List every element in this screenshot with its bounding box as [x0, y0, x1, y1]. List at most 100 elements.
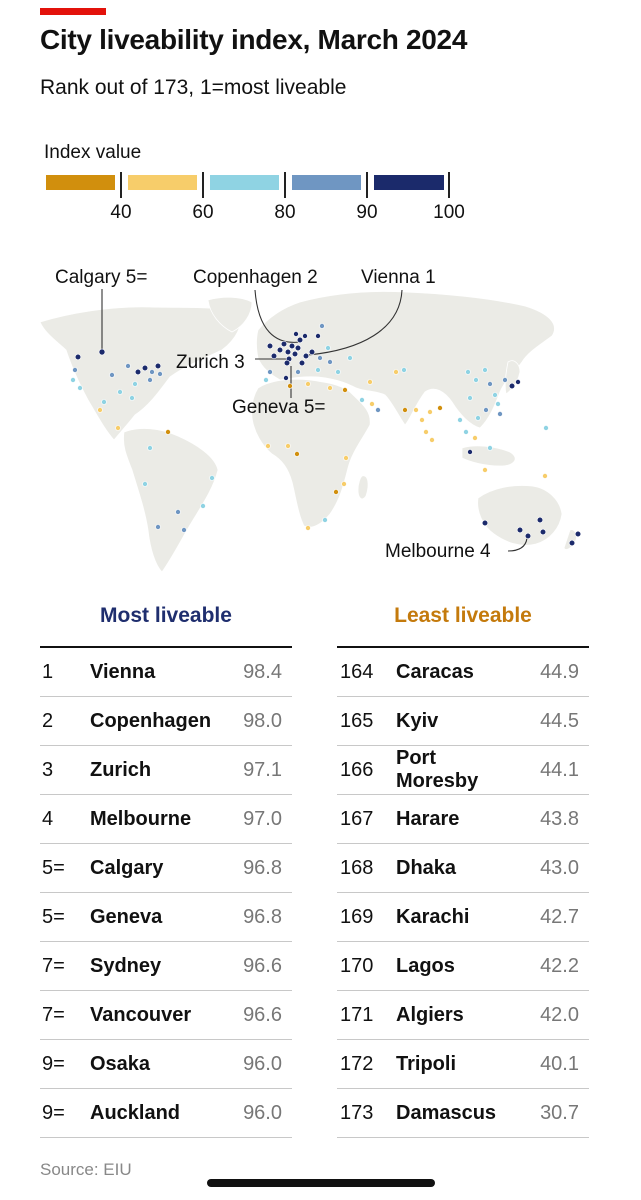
city-dot — [284, 348, 292, 356]
city-dot — [423, 429, 429, 435]
legend-tick-100 — [448, 172, 450, 198]
city-dot — [142, 481, 148, 487]
rank-cell: 9= — [42, 1052, 65, 1075]
city-dot-vienna — [302, 352, 310, 360]
city-dot — [429, 437, 435, 443]
city-cell: Karachi — [396, 905, 470, 928]
value-cell: 97.0 — [243, 807, 282, 830]
city-dot — [413, 407, 419, 413]
rank-cell: 3 — [42, 758, 54, 781]
city-dot — [263, 377, 269, 383]
table-row: 165 Kyiv 44.5 — [337, 697, 589, 746]
city-cell: Kyiv — [396, 709, 439, 732]
city-dot — [283, 375, 289, 381]
rank-cell: 170 — [340, 954, 374, 977]
city-dot — [472, 435, 478, 441]
city-dot — [315, 333, 321, 339]
table-row: 1 Vienna 98.4 — [40, 648, 292, 697]
city-dot — [343, 455, 349, 461]
city-cell: Calgary — [90, 856, 164, 879]
rank-cell: 169 — [340, 905, 374, 928]
legend-swatch-3 — [210, 175, 279, 190]
city-dot — [129, 395, 135, 401]
world-map: Calgary 5= Copenhagen 2 Vienna 1 Zurich … — [39, 267, 582, 573]
city-dot — [467, 395, 473, 401]
rank-cell: 1 — [42, 660, 54, 683]
table-row: 166 Port Moresby 44.1 — [337, 746, 589, 795]
city-dot — [515, 379, 521, 385]
city-dot — [369, 401, 375, 407]
land-eurasia — [256, 291, 555, 429]
city-dot — [568, 539, 576, 547]
value-cell: 97.1 — [243, 758, 282, 781]
rank-cell: 5= — [42, 856, 65, 879]
table-row: 169 Karachi 42.7 — [337, 893, 589, 942]
rank-cell: 167 — [340, 807, 374, 830]
city-dot — [359, 397, 365, 403]
chart-subtitle: Rank out of 173, 1=most liveable — [40, 76, 347, 99]
city-dot — [457, 417, 463, 423]
city-cell: Dhaka — [396, 856, 457, 879]
city-dot — [134, 368, 142, 376]
city-dot — [539, 528, 547, 536]
legend-tick-label-40: 40 — [110, 202, 132, 223]
legend-swatch-4 — [292, 175, 361, 190]
city-dot — [302, 333, 308, 339]
city-dot — [427, 409, 433, 415]
city-dot — [298, 359, 306, 367]
city-dot-geneva — [283, 359, 291, 367]
city-dot — [267, 369, 273, 375]
city-cell: Damascus — [396, 1101, 497, 1124]
legend-tick-label-60: 60 — [192, 202, 214, 223]
legend-tick-label-80: 80 — [274, 202, 296, 223]
city-dot — [294, 451, 300, 457]
city-dot — [101, 399, 107, 405]
rank-cell: 164 — [340, 660, 374, 683]
city-cell: Vancouver — [90, 1003, 192, 1026]
city-cell: Zurich — [90, 758, 152, 781]
city-cell: Copenhagen — [90, 709, 212, 732]
accent-bar — [40, 8, 106, 15]
most-liveable-table: Most liveable 1 Vienna 98.4 2 Copenhagen 98.0… — [40, 600, 292, 1138]
city-dot — [280, 340, 288, 348]
table-rule — [337, 646, 589, 648]
city-dot — [70, 377, 76, 383]
city-dot — [154, 362, 162, 370]
city-dot — [473, 377, 479, 383]
home-indicator[interactable] — [207, 1179, 435, 1187]
land-sea-islands — [461, 445, 516, 467]
city-dot — [293, 331, 299, 337]
table-row: 3 Zurich 97.1 — [40, 746, 292, 795]
legend-title: Index value — [44, 142, 142, 163]
city-dot — [317, 355, 323, 361]
city-dot — [149, 369, 155, 375]
value-cell: 44.5 — [540, 709, 579, 732]
land-new-zealand — [563, 529, 577, 550]
annotation-lines — [101, 289, 528, 552]
legend-tick-60 — [202, 172, 204, 198]
city-dot — [325, 345, 331, 351]
city-dot — [270, 352, 278, 360]
table-row: 5= Geneva 96.8 — [40, 893, 292, 942]
city-dot — [574, 530, 582, 538]
value-cell: 42.2 — [540, 954, 579, 977]
least-liveable-heading: Least liveable — [394, 604, 532, 627]
rank-cell: 171 — [340, 1003, 374, 1026]
city-dot — [72, 367, 78, 373]
city-dots — [70, 323, 582, 547]
rank-cell: 166 — [340, 758, 374, 781]
value-cell: 98.4 — [243, 660, 282, 683]
city-dot — [536, 516, 544, 524]
city-dot — [347, 355, 353, 361]
city-dot — [209, 475, 215, 481]
vienna-leader-line — [307, 289, 403, 356]
city-dot — [265, 443, 271, 449]
legend-tick-label-100: 100 — [433, 202, 465, 223]
value-cell: 96.6 — [243, 1003, 282, 1026]
city-dot — [482, 467, 488, 473]
map-label-calgary: Calgary 5= — [55, 267, 147, 288]
city-dot — [497, 411, 503, 417]
city-dot — [109, 372, 115, 378]
city-cell: Port Moresby — [396, 747, 479, 792]
city-dot — [419, 417, 425, 423]
